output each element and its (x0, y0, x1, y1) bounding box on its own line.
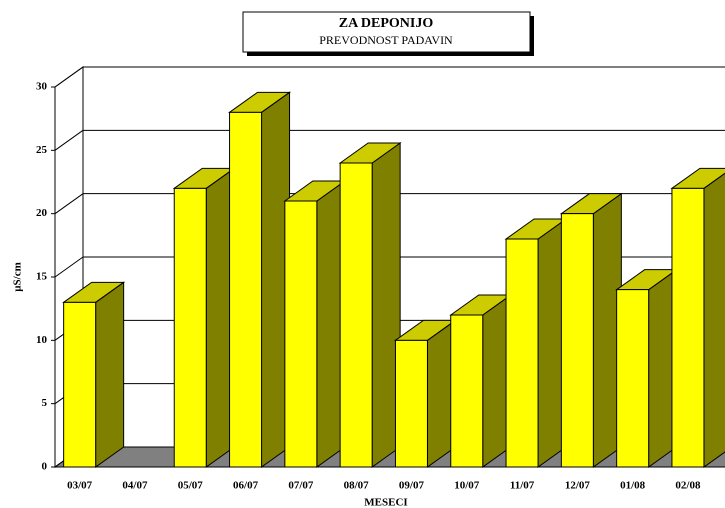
bar (504, 218, 568, 468)
x-tick-label: 01/08 (620, 480, 646, 492)
bar-front (450, 314, 484, 468)
y-tick-label: 5 (42, 397, 48, 409)
x-tick-label: 12/07 (565, 480, 591, 492)
bar-front (229, 111, 263, 468)
bar-side (95, 281, 125, 468)
x-axis-label: MESECI (364, 497, 407, 508)
bar-front (671, 187, 705, 468)
chart-subtitle: PREVODNOST PADAVIN (319, 33, 453, 47)
x-tick-label: 03/07 (67, 480, 93, 492)
x-tick-label: 08/07 (344, 480, 370, 492)
chart-title: ZA DEPONIJO (339, 16, 434, 31)
grid-line (54, 66, 84, 88)
x-tick-label: 04/07 (122, 480, 148, 492)
x-tick-label: 06/07 (233, 480, 259, 492)
bar (670, 167, 725, 468)
x-tick-label: 05/07 (178, 480, 204, 492)
bar-front (394, 339, 428, 468)
x-tick-label: 09/07 (399, 480, 425, 492)
bar-side (703, 172, 725, 468)
y-tick-label: 10 (36, 334, 48, 346)
bar (615, 268, 679, 468)
y-tick-label: 25 (36, 144, 48, 156)
bar (449, 294, 513, 468)
y-axis-label: µS/cm (12, 262, 24, 292)
y-tick-label: 20 (36, 207, 48, 219)
bar (172, 167, 236, 468)
x-tick-label: 02/08 (675, 480, 701, 492)
bar-front (173, 187, 207, 468)
x-tick-label: 10/07 (454, 480, 480, 492)
bar-front (505, 238, 539, 468)
bar (559, 192, 623, 468)
x-tick-label: 07/07 (288, 480, 314, 492)
bar (393, 319, 458, 468)
grid-line (54, 193, 84, 215)
grid-line (54, 129, 84, 151)
bar (62, 281, 126, 468)
bar-front (616, 289, 650, 468)
bar-front (560, 213, 594, 468)
bar-front (339, 162, 373, 468)
title-box (242, 11, 531, 53)
grid-line (54, 256, 84, 278)
bar (227, 91, 292, 468)
bar (338, 142, 402, 468)
bar-front (63, 301, 97, 468)
bar (283, 180, 347, 468)
y-tick-label: 15 (36, 271, 48, 283)
x-tick-label: 11/07 (510, 480, 535, 492)
y-tick-label: 30 (36, 81, 48, 93)
bar-front (284, 200, 318, 468)
y-tick-label: 0 (42, 461, 48, 473)
